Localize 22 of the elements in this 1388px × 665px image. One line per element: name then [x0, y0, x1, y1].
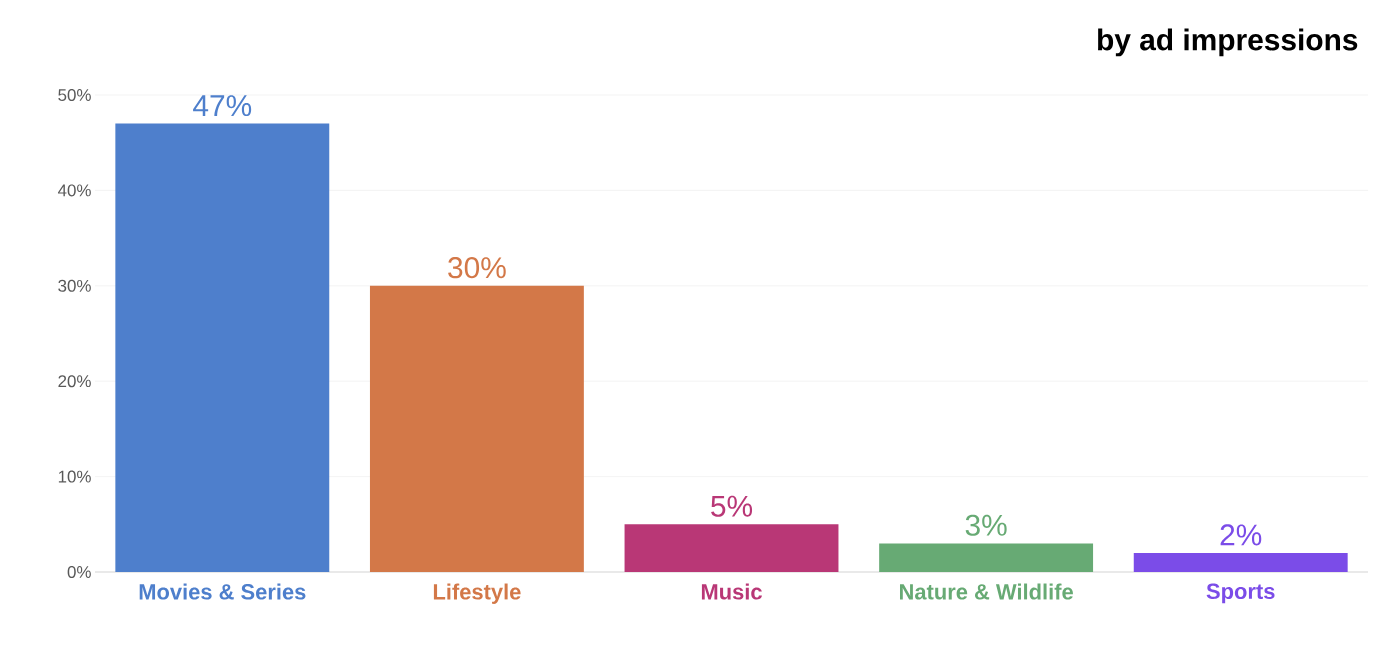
bar — [624, 524, 839, 572]
bar — [879, 543, 1094, 572]
y-tick-label: 10% — [58, 470, 91, 483]
bar — [369, 285, 584, 572]
y-tick-label: 50% — [58, 89, 91, 101]
data-label: 3% — [965, 514, 1007, 536]
y-tick-label: 20% — [58, 375, 91, 388]
x-tick-label: Sports — [1206, 583, 1275, 604]
data-label: 47% — [193, 95, 252, 117]
x-tick-label: Music — [701, 583, 762, 600]
data-label: 5% — [711, 495, 753, 517]
y-tick-label: 40% — [57, 184, 91, 197]
x-tick-label: Movies & Series — [139, 583, 306, 600]
chart-title: by ad impressions — [1098, 28, 1358, 57]
x-tick-label: Lifestyle — [433, 583, 521, 604]
bar — [115, 123, 330, 572]
x-tick-label: Nature & Wildlife — [900, 583, 1073, 600]
data-label: 2% — [1220, 524, 1262, 546]
data-label: 30% — [448, 257, 506, 279]
y-tick-label: 0% — [67, 566, 91, 578]
bar — [1133, 552, 1348, 572]
y-tick-label: 30% — [58, 279, 91, 292]
